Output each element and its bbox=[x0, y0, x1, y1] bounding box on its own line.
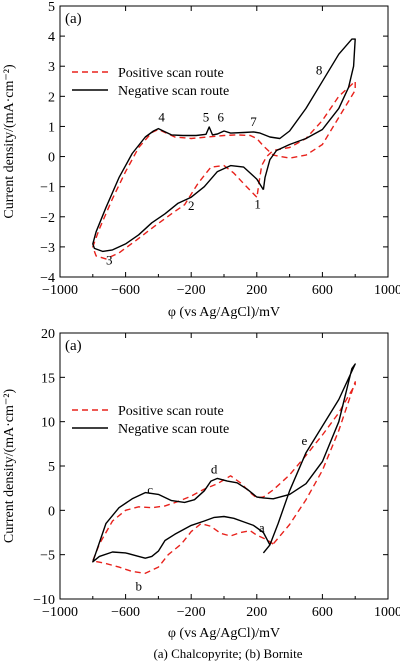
peak-annotation: 6 bbox=[217, 109, 224, 124]
peak-annotation: d bbox=[211, 462, 218, 477]
y-tick-label: 0 bbox=[48, 151, 55, 166]
legend-label: Positive scan route bbox=[118, 404, 224, 419]
x-tick-label: −600 bbox=[111, 283, 140, 298]
series-line-positive-scan bbox=[92, 80, 356, 260]
chart-panel-a: −1000 −600 −200 200 600 1000 −4 −3 −2 −1 0 1 2 3 4 5 φ (… bbox=[2, 0, 400, 320]
peak-annotation: a bbox=[259, 520, 265, 535]
series-line-positive-scan bbox=[92, 381, 356, 574]
plot-frame bbox=[59, 332, 389, 600]
y-tick-label: 0 bbox=[48, 504, 55, 519]
y-tick-label: 5 bbox=[48, 0, 55, 15]
x-axis-label: φ (vs Ag/AgCl)/mV bbox=[168, 305, 280, 320]
peak-annotation: 8 bbox=[316, 63, 323, 78]
y-tick-label: −10 bbox=[33, 593, 55, 608]
plot-frame bbox=[59, 5, 389, 278]
peak-annotation: e bbox=[301, 433, 307, 448]
series-line-negative-scan bbox=[92, 38, 356, 253]
y-tick-label: 4 bbox=[48, 30, 55, 45]
peak-annotation: 7 bbox=[250, 114, 257, 129]
x-tick-label: −600 bbox=[111, 605, 140, 620]
peak-annotation: c bbox=[147, 482, 153, 497]
x-tick-label: −1000 bbox=[42, 283, 78, 298]
y-tick-label: 20 bbox=[41, 327, 55, 342]
y-tick-label: 10 bbox=[41, 416, 55, 431]
peak-annotation: 1 bbox=[254, 197, 261, 212]
x-tick-label: 1000 bbox=[374, 283, 400, 298]
legend-label: Positive scan route bbox=[118, 66, 224, 81]
y-axis-label: Current density/(mA·cm⁻²) bbox=[2, 64, 17, 219]
x-tick-label: 600 bbox=[312, 605, 333, 620]
peak-annotation: 3 bbox=[106, 252, 113, 267]
y-tick-label: −1 bbox=[40, 181, 55, 196]
y-tick-label: 15 bbox=[41, 371, 55, 386]
peak-annotation: b bbox=[135, 579, 142, 594]
x-tick-label: −1000 bbox=[42, 605, 78, 620]
panel-label: (a) bbox=[65, 338, 82, 354]
y-axis-label: Current density/(mA·cm⁻²) bbox=[2, 389, 17, 544]
y-tick-label: 1 bbox=[48, 120, 55, 135]
x-tick-label: 200 bbox=[246, 605, 267, 620]
x-tick-label: −200 bbox=[177, 605, 206, 620]
x-tick-label: 1000 bbox=[374, 605, 400, 620]
chart-panel-b: −1000 −600 −200 200 600 1000 −10 −5 0 5 10 15 20 φ (v… bbox=[2, 327, 400, 641]
panel-label: (a) bbox=[65, 11, 82, 27]
y-tick-label: −4 bbox=[40, 271, 55, 286]
peak-annotation: 4 bbox=[158, 109, 165, 124]
x-tick-label: 200 bbox=[246, 283, 267, 298]
x-axis-label: φ (vs Ag/AgCl)/mV bbox=[168, 626, 280, 641]
x-tick-label: −200 bbox=[177, 283, 206, 298]
y-tick-label: −3 bbox=[40, 241, 55, 256]
series-line-negative-scan bbox=[92, 363, 356, 563]
y-tick-label: 5 bbox=[48, 460, 55, 475]
y-tick-label: −5 bbox=[40, 549, 55, 564]
y-tick-label: −2 bbox=[40, 211, 55, 226]
peak-annotation: 2 bbox=[188, 198, 195, 213]
figure-caption: (a) Chalcopyrite; (b) Bornite bbox=[153, 646, 302, 661]
y-tick-label: 3 bbox=[48, 60, 55, 75]
legend-label: Negative scan route bbox=[118, 422, 229, 437]
legend-label: Negative scan route bbox=[118, 84, 229, 99]
x-tick-label: 600 bbox=[312, 283, 333, 298]
y-tick-label: 2 bbox=[48, 90, 55, 105]
peak-annotation: 5 bbox=[203, 109, 210, 124]
